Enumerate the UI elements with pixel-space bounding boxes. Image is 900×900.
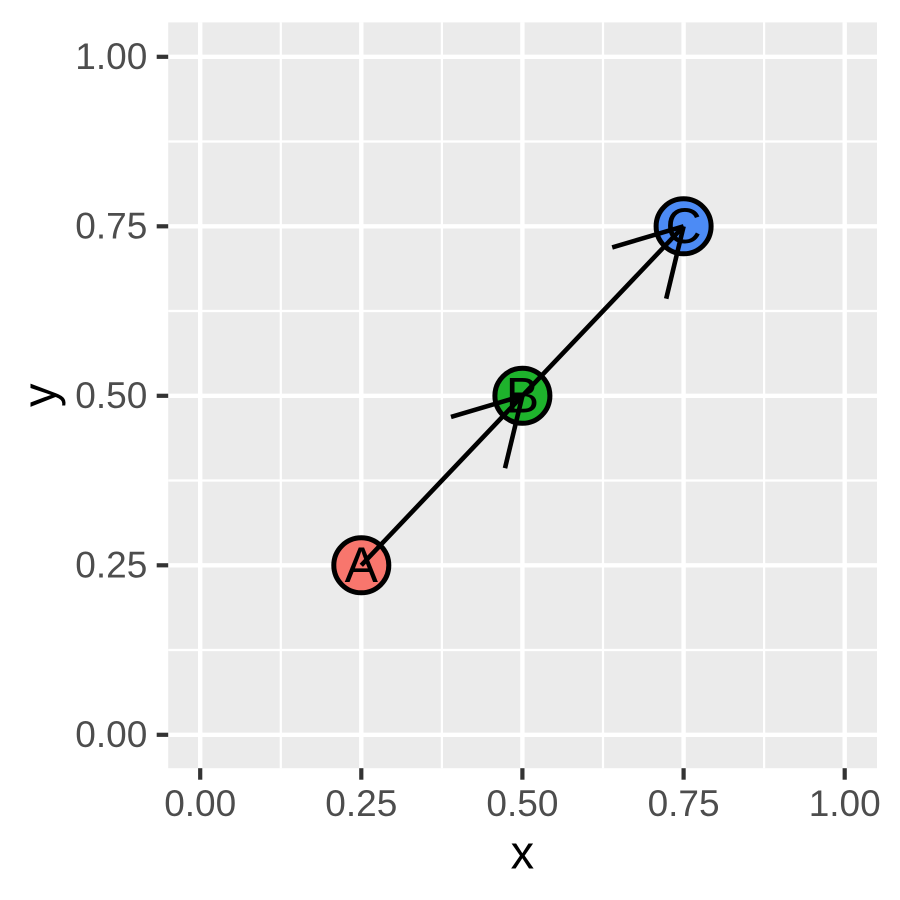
svg-text:C: C <box>666 198 702 254</box>
svg-text:0.75: 0.75 <box>75 206 147 247</box>
svg-text:0.50: 0.50 <box>486 783 558 824</box>
svg-text:x: x <box>511 825 535 878</box>
svg-text:0.50: 0.50 <box>75 375 147 416</box>
svg-text:0.00: 0.00 <box>75 714 147 755</box>
svg-text:0.25: 0.25 <box>325 783 397 824</box>
svg-text:0.25: 0.25 <box>75 545 147 586</box>
svg-text:0.75: 0.75 <box>648 783 720 824</box>
svg-text:y: y <box>13 383 66 407</box>
svg-text:1.00: 1.00 <box>75 36 147 77</box>
svg-text:0.00: 0.00 <box>164 783 236 824</box>
svg-text:1.00: 1.00 <box>809 783 881 824</box>
